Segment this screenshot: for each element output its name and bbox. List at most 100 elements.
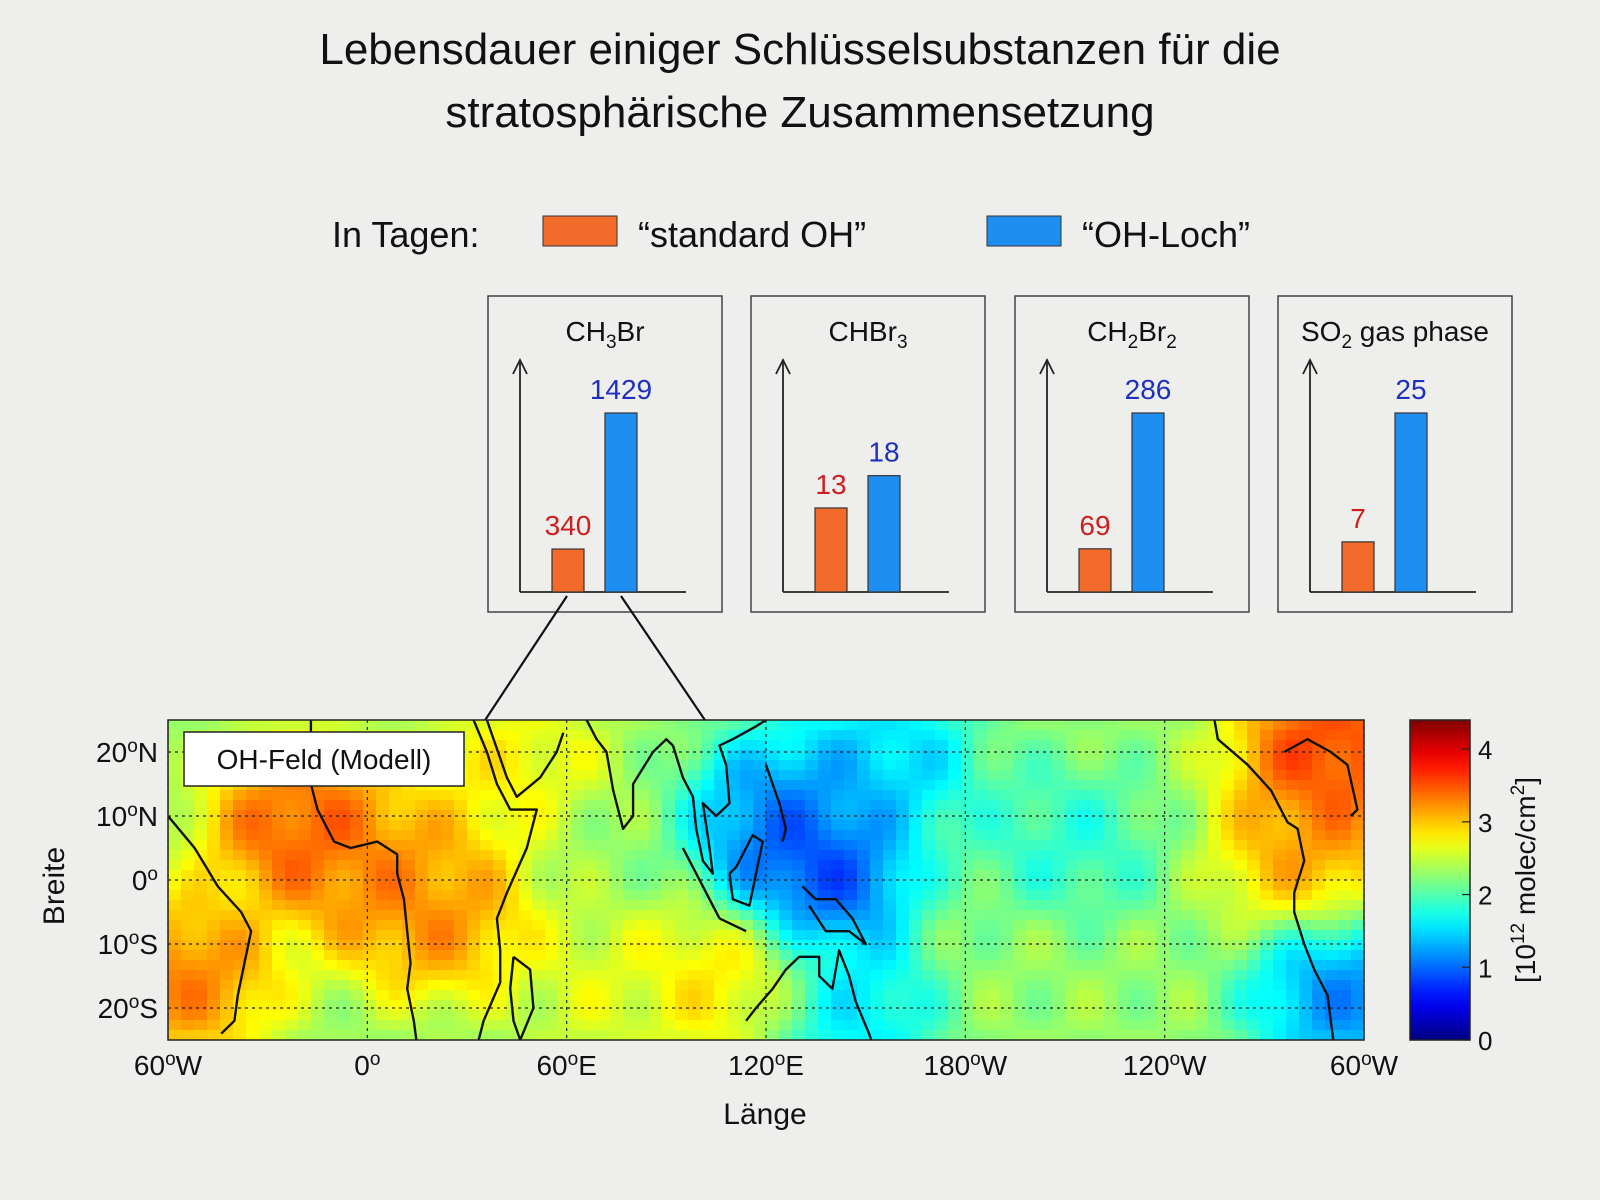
label-part: molec/cm [1510,795,1541,923]
degree-mark: o [1361,1049,1372,1070]
legend-swatch-hole [986,215,1062,247]
coast-philippines [764,764,788,842]
subscript: 2 [1166,332,1177,353]
coast-java [718,917,747,933]
map-frame [167,719,1365,1041]
colorbar-tick-label: 1 [1478,953,1492,983]
degree-mark: o [370,1049,381,1070]
bar-panel-2: CHBr3 13 18 [750,295,986,613]
y-tick-label: 20oS [98,992,158,1024]
map-gridlines [167,720,1365,1040]
legend: In Tagen: “standard OH” “OH-Loch” [332,214,1250,255]
legend-swatch-standard [542,215,618,247]
legend-label-hole: “OH-Loch” [1082,214,1250,255]
degree-mark: o [147,864,158,885]
label-part: ] [1510,777,1541,785]
y-axis-arrow [512,357,528,375]
y-tick-label: 20oN [96,736,158,768]
colorbar-ramp [1409,719,1471,1041]
coast-southeast-asia [671,720,767,875]
panel-title: CHBr3 [828,316,907,353]
subscript: 2 [1341,332,1352,353]
panel-title: CH3Br [565,316,644,353]
degree-mark: o [568,1049,579,1070]
coast-africa-east [472,720,538,1040]
oh-field-label-text: OH-Feld (Modell) [217,744,432,775]
x-tick-label: 0o [354,1049,380,1081]
coast-americas-west [1213,720,1335,1040]
x-tick-label: 60oW [1330,1049,1399,1081]
degree-mark: o [127,800,138,821]
degree-mark: o [127,736,138,757]
coastlines [168,720,1359,1040]
coast-arabia [485,720,565,798]
bar-value-label: 25 [1395,374,1426,405]
bar-standard [814,507,848,593]
bar-hole [1394,412,1428,593]
bar-value-label: 13 [815,469,846,500]
bar-panel-4: SO2 gas phase 7 25 [1277,295,1513,613]
colorbar-tick-label: 2 [1478,881,1492,911]
bar-value-label: 18 [868,437,899,468]
title-line-1: Lebensdauer einiger Schlüsselsubstanzen … [319,25,1280,74]
bar-value-label: 286 [1125,374,1172,405]
x-tick-label: 120oE [728,1049,804,1081]
title-part: CHBr [828,316,896,347]
y-axis-arrow [1039,357,1055,375]
x-axis-title: Länge [723,1098,806,1131]
bar-value-label: 69 [1079,510,1110,541]
coast-madagascar [509,955,535,1040]
coast-india [585,720,674,830]
y-axis-title: Breite [38,847,71,925]
x-tick-label: 120oW [1123,1049,1207,1081]
coast-caribbean [1283,738,1359,817]
title-part: Br [1138,316,1166,347]
bar-standard [1341,541,1375,593]
superscript: 2 [1508,785,1529,796]
y-tick-label: 10oN [96,800,158,832]
x-tick-label: 60oE [536,1049,596,1081]
bar-hole [604,412,638,593]
oh-field-map: OH-Feld (Modell)60oW 0o 60oE 120oE 180oW 120o… [38,719,1541,1131]
title-part: Br [617,316,645,347]
degree-mark: o [970,1049,981,1070]
subscript: 3 [606,332,617,353]
bar-standard [551,548,585,593]
bar-value-label: 7 [1350,503,1366,534]
coast-south-america [168,815,253,1035]
title-line-2: stratosphärische Zusammensetzung [445,88,1154,137]
title-part: CH [1087,316,1127,347]
y-axis-arrow [775,357,791,375]
panel-title: SO2 gas phase [1301,316,1489,353]
y-tick-label: 0o [132,864,158,896]
colorbar-tick-label: 4 [1478,735,1492,765]
legend-prefix: In Tagen: [332,214,479,255]
bar-standard [1078,548,1112,593]
label-part: [10 [1510,944,1541,983]
colorbar-label: [1012 molec/cm2] [1508,777,1541,983]
panel-frame [1014,295,1250,613]
panel-frame [487,295,723,613]
degree-mark: o [1170,1049,1181,1070]
superscript: 12 [1508,923,1529,944]
panel-frame [750,295,986,613]
x-tick-label: 180oW [923,1049,1007,1081]
coast-australia [745,949,873,1040]
y-tick-label: 10oS [98,928,158,960]
title-part: gas phase [1352,316,1489,347]
bar-value-label: 1429 [590,374,652,405]
degree-mark: o [165,1049,176,1070]
bar-panel-1: CH3Br 340 1429 [487,295,723,613]
oh-field-label-box [183,731,465,787]
y-axis-arrow [1302,357,1318,375]
legend-label-standard: “standard OH” [638,214,866,255]
panel-frame [1277,295,1513,613]
oh-field-label: OH-Feld (Modell) [183,731,465,787]
degree-mark: o [775,1049,786,1070]
degree-mark: o [129,928,140,949]
coast-africa-west [309,720,418,1040]
